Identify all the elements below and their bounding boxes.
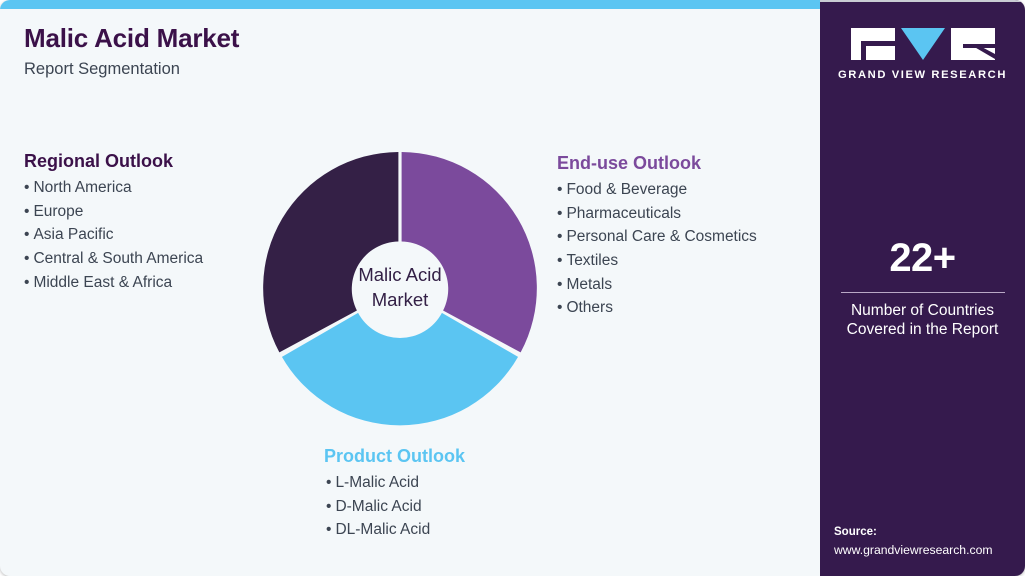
bullet-icon: • (24, 226, 30, 244)
stat-number: 22+ (889, 236, 956, 280)
list-item-label: D-Malic Acid (335, 497, 422, 515)
bullet-icon: • (557, 275, 563, 293)
bullet-icon: • (24, 202, 30, 220)
list-item: • Pharmaceuticals (557, 202, 757, 226)
brand-logo: GRAND VIEW RESEARCH (820, 28, 1025, 81)
stat-caption: Number of Countries Covered in the Repor… (820, 301, 1025, 340)
logo-v-triangle-icon (900, 28, 945, 60)
regional-outlook-heading: Regional Outlook (24, 151, 174, 171)
list-item-label: Metals (566, 275, 613, 293)
list-item: • Middle East & Africa (24, 271, 203, 295)
product-outlook-list: • L-Malic Acid • D-Malic Acid • DL-Malic Ac… (326, 471, 465, 542)
side-panel: GRAND VIEW RESEARCH 22+ Number of Countr… (820, 0, 1025, 576)
list-item: • Central & South America (24, 247, 203, 271)
list-item: • Food & Beverage (557, 178, 757, 202)
list-item-label: DL-Malic Acid (335, 521, 431, 539)
list-item: • DL-Malic Acid (326, 518, 465, 542)
bullet-icon: • (557, 252, 563, 270)
list-item-label: Asia Pacific (33, 226, 114, 244)
source-url[interactable]: www.grandviewresearch.com (834, 542, 993, 557)
enduse-outlook-heading: End-use Outlook (557, 153, 701, 173)
logo-wordmark: GRAND VIEW RESEARCH (837, 69, 1007, 81)
logo-g-icon (850, 28, 895, 60)
list-item-label: Europe (33, 202, 84, 220)
list-item-label: Middle East & Africa (33, 273, 173, 291)
enduse-outlook-block: End-use Outlook • Food & Beverage • Pharma… (557, 152, 757, 320)
list-item: • Asia Pacific (24, 223, 203, 247)
list-item: • Others (557, 296, 757, 320)
top-accent-strip (0, 0, 821, 9)
bullet-icon: • (326, 474, 332, 492)
bullet-icon: • (557, 204, 563, 222)
list-item-label: L-Malic Acid (335, 474, 419, 492)
stat-caption-line1: Number of Countries (850, 302, 994, 319)
list-item-label: Personal Care & Cosmetics (566, 228, 757, 246)
source-block: Source: www.grandviewresearch.com (834, 524, 1019, 558)
list-item: • Metals (557, 273, 757, 297)
bullet-icon: • (24, 250, 30, 268)
country-stat: 22+ Number of Countries Covered in the R… (820, 238, 1025, 340)
donut-segment-product[interactable] (281, 312, 519, 426)
product-outlook-block: Product Outlook • L-Malic Acid • D-Malic A… (324, 445, 465, 542)
product-outlook-heading: Product Outlook (324, 446, 465, 466)
list-item-label: Others (566, 299, 613, 317)
list-item: • L-Malic Acid (326, 471, 465, 495)
donut-segment-regional[interactable] (263, 152, 399, 353)
bullet-icon: • (24, 273, 30, 291)
list-item-label: Pharmaceuticals (566, 204, 682, 222)
list-item: • Textiles (557, 249, 757, 273)
list-item: • North America (24, 176, 203, 200)
bullet-icon: • (557, 299, 563, 317)
stat-caption-line2: Covered in the Report (846, 321, 999, 339)
donut-chart: Malic Acid Market (258, 146, 542, 430)
bullet-icon: • (557, 228, 563, 246)
bullet-icon: • (326, 497, 332, 515)
bullet-icon: • (24, 179, 30, 197)
regional-outlook-block: Regional Outlook • North America • Europe … (24, 150, 203, 294)
list-item-label: Textiles (566, 252, 619, 270)
list-item: • Europe (24, 200, 203, 224)
logo-r-icon (950, 28, 995, 60)
bullet-icon: • (326, 521, 332, 539)
list-item-label: Food & Beverage (566, 181, 688, 199)
stat-divider (840, 292, 1005, 293)
header: Malic Acid Market Report Segmentation (24, 23, 240, 79)
page-title: Malic Acid Market (24, 23, 240, 53)
regional-outlook-list: • North America • Europe • Asia Pacific • Ce… (24, 176, 203, 294)
page-subtitle: Report Segmentation (24, 59, 180, 78)
list-item: • Personal Care & Cosmetics (557, 225, 757, 249)
bullet-icon: • (557, 181, 563, 199)
source-label: Source: (834, 526, 877, 539)
list-item-label: Central & South America (33, 250, 204, 268)
list-item-label: North America (33, 179, 132, 197)
donut-segment-enduse[interactable] (401, 152, 537, 353)
list-item: • D-Malic Acid (326, 495, 465, 519)
enduse-outlook-list: • Food & Beverage • Pharmaceuticals • Perso… (557, 178, 757, 319)
donut-svg (263, 152, 537, 426)
logo-marks (820, 28, 1025, 62)
